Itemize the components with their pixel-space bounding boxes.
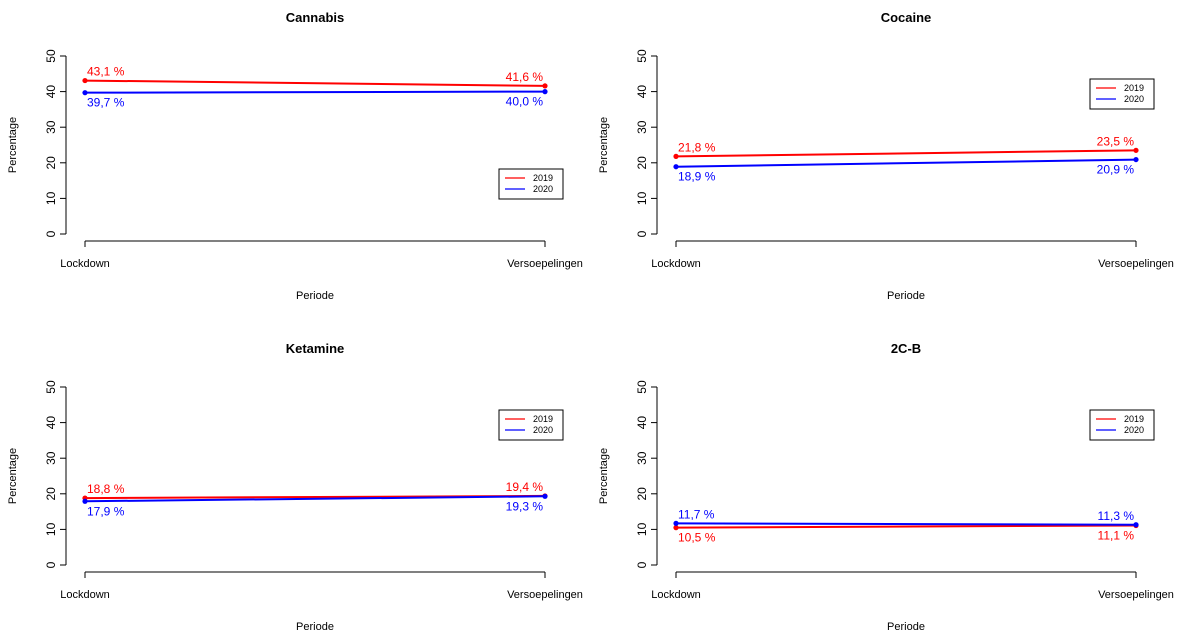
data-point [673,525,679,531]
data-point [1133,522,1139,528]
x-tick-label: Versoepelingen [507,589,583,601]
legend-label: 2019 [533,414,553,424]
x-tick-label: Lockdown [651,258,701,270]
y-tick-label: 20 [635,487,649,501]
legend-label: 2020 [1124,425,1144,435]
y-tick-label: 50 [635,49,649,63]
chart-title: 2C-B [891,341,921,356]
y-tick-label: 30 [635,451,649,465]
data-label: 43,1 % [87,65,125,79]
chart-title: Ketamine [286,341,345,356]
legend-box [498,168,564,200]
y-axis-label: Percentage [7,448,19,504]
series-line-2019 [84,79,546,87]
data-point [673,153,679,159]
data-label: 39,7 % [87,96,125,110]
series-line-2020 [84,495,546,503]
y-tick-label: 50 [44,49,58,63]
y-tick-label: 40 [635,85,649,99]
x-axis-label: Periode [296,290,334,302]
legend-box [498,409,564,441]
legend-label: 2020 [533,184,553,194]
data-point [82,498,88,504]
data-label: 41,6 % [506,70,544,84]
y-tick-label: 20 [635,156,649,170]
series-line-2020 [675,158,1137,168]
chart-panel-1: Cannabis 0 10 20 30 40 50 Percentage Lockdown Ver… [7,10,583,302]
data-point [82,90,88,96]
x-tick-label: Versoepelingen [507,258,583,270]
data-label: 23,5 % [1097,134,1135,148]
y-tick-label: 50 [44,380,58,394]
x-tick-label: Versoepelingen [1098,589,1174,601]
series-line-2020 [84,90,546,94]
data-label: 40,0 % [506,95,544,109]
y-tick-label: 10 [44,522,58,536]
x-tick-label: Lockdown [60,589,110,601]
x-axis-label: Periode [887,621,925,633]
y-tick-label: 0 [635,230,649,237]
y-tick-label: 40 [635,416,649,430]
y-tick-label: 40 [44,416,58,430]
y-axis-label: Percentage [598,117,610,173]
data-label: 11,3 % [1098,509,1135,523]
chart-panel-4: 2C-B 0 10 20 30 40 50 Percentage Lockdown Versoep… [598,341,1174,633]
y-tick-label: 0 [635,561,649,568]
x-axis-label: Periode [887,290,925,302]
data-label: 20,9 % [1097,163,1135,177]
y-tick-label: 30 [44,120,58,134]
y-axis-label: Percentage [7,117,19,173]
y-tick-label: 40 [44,85,58,99]
data-point [542,83,548,89]
chart-title: Cannabis [286,10,345,25]
y-tick-label: 30 [635,120,649,134]
series-line-2019 [675,524,1137,529]
data-label: 21,8 % [678,140,716,154]
legend-label: 2020 [533,425,553,435]
data-label: 11,7 % [678,507,715,521]
legend-label: 2019 [1124,83,1144,93]
x-tick-label: Lockdown [60,258,110,270]
x-axis-label: Periode [296,621,334,633]
legend-label: 2019 [533,173,553,183]
data-label: 17,9 % [87,504,125,518]
y-tick-label: 20 [44,487,58,501]
chart-title: Cocaine [881,10,932,25]
legend-box [1089,409,1155,441]
data-label: 18,9 % [678,170,716,184]
chart-panel-3: Ketamine 0 10 20 30 40 50 Percentage Lockdown Ver… [7,341,583,633]
series-line-2019 [675,149,1137,158]
data-label: 19,3 % [506,499,544,513]
data-point [82,77,88,84]
legend-label: 2020 [1124,94,1144,104]
legend-box [1089,78,1155,110]
data-point [673,164,679,170]
y-tick-label: 30 [44,451,58,465]
legend-label: 2019 [1124,414,1144,424]
data-point [673,520,679,526]
data-point [542,89,548,95]
y-tick-label: 20 [44,156,58,170]
y-axis-label: Percentage [598,448,610,504]
data-point [1133,156,1139,163]
y-tick-label: 10 [635,522,649,536]
data-label: 18,8 % [87,482,125,496]
y-tick-label: 10 [635,191,649,205]
y-tick-label: 10 [44,191,58,205]
y-tick-label: 50 [635,380,649,394]
x-tick-label: Versoepelingen [1098,258,1174,270]
data-point [542,493,548,499]
data-label: 10,5 % [678,531,716,545]
series-line-2020 [675,522,1137,526]
y-tick-label: 0 [44,230,58,237]
y-tick-label: 0 [44,561,58,568]
x-tick-label: Lockdown [651,589,701,601]
chart-panel-2: Cocaine 0 10 20 30 40 50 Percentage Lockdown Vers… [598,10,1174,302]
data-point [1133,147,1139,153]
data-label: 11,1 % [1098,528,1135,542]
data-label: 19,4 % [506,480,544,494]
